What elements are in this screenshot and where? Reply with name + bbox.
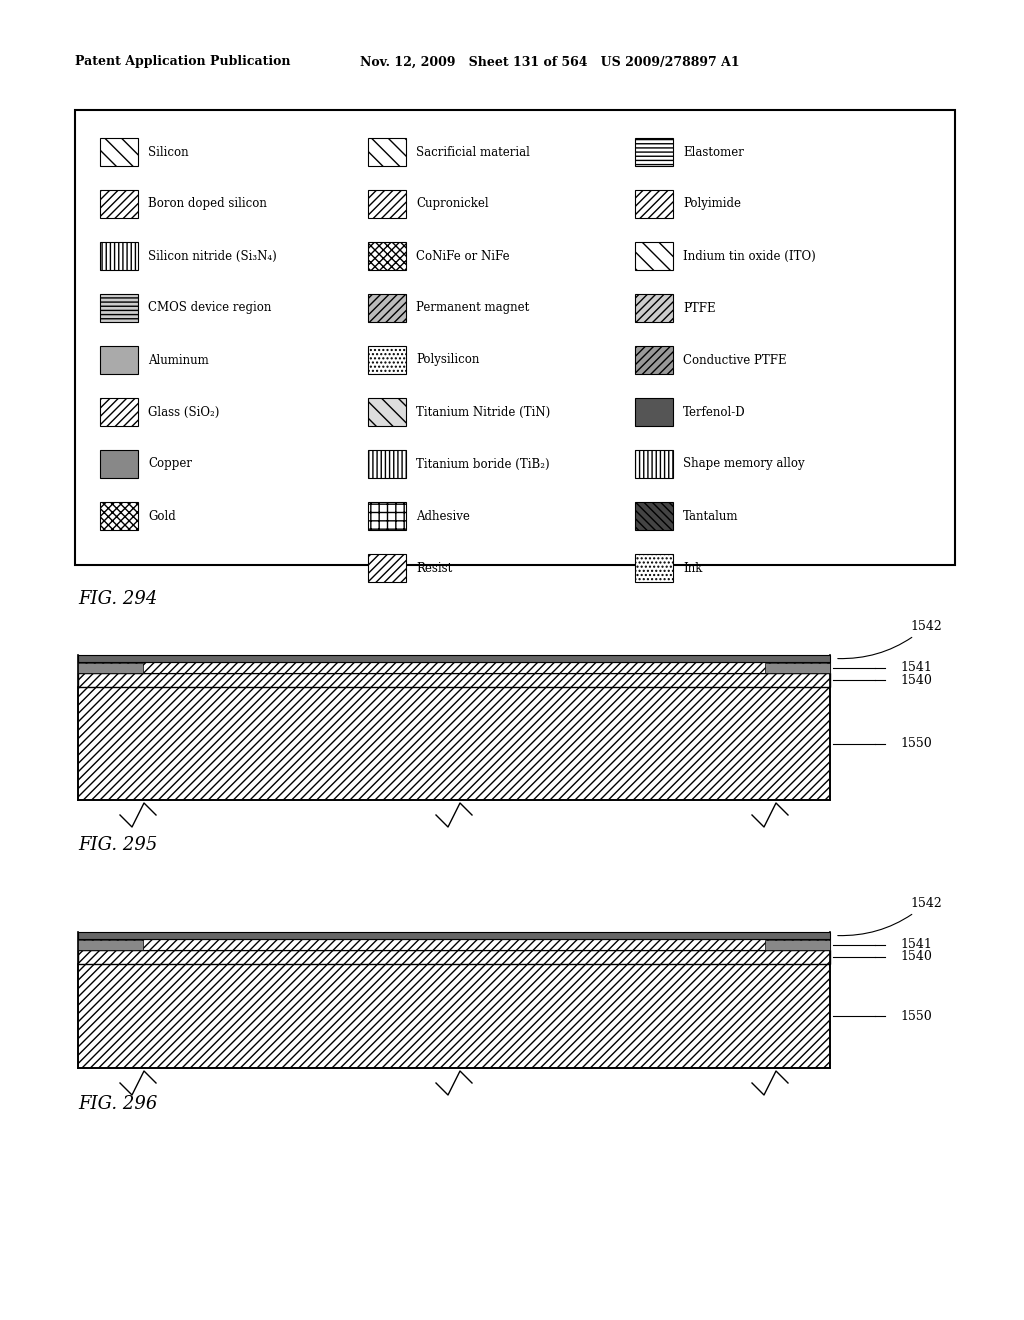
Bar xyxy=(368,554,406,582)
Text: 1542: 1542 xyxy=(838,620,942,659)
Text: Ink: Ink xyxy=(683,561,702,574)
Text: 1541: 1541 xyxy=(900,661,932,675)
Bar xyxy=(100,139,138,166)
Bar xyxy=(635,242,673,271)
Text: Adhesive: Adhesive xyxy=(416,510,470,523)
Text: FIG. 294: FIG. 294 xyxy=(78,590,158,609)
Text: Boron doped silicon: Boron doped silicon xyxy=(148,198,267,210)
Text: Shape memory alloy: Shape memory alloy xyxy=(683,458,805,470)
Text: 1540: 1540 xyxy=(900,950,932,964)
Text: FIG. 295: FIG. 295 xyxy=(78,836,158,854)
Text: Indium tin oxide (ITO): Indium tin oxide (ITO) xyxy=(683,249,816,263)
Bar xyxy=(368,294,406,322)
Bar xyxy=(635,190,673,218)
Bar xyxy=(78,673,830,686)
Bar xyxy=(635,502,673,531)
Text: Silicon: Silicon xyxy=(148,145,188,158)
Text: Titanium Nitride (TiN): Titanium Nitride (TiN) xyxy=(416,405,550,418)
Bar xyxy=(635,294,673,322)
Text: 1550: 1550 xyxy=(900,737,932,750)
Bar xyxy=(100,346,138,374)
Bar xyxy=(100,399,138,426)
Text: Patent Application Publication: Patent Application Publication xyxy=(75,55,291,69)
Bar xyxy=(75,110,955,565)
Text: 1541: 1541 xyxy=(900,939,932,950)
Bar xyxy=(635,399,673,426)
Bar xyxy=(368,502,406,531)
Text: Cupronickel: Cupronickel xyxy=(416,198,488,210)
Bar xyxy=(368,346,406,374)
Bar xyxy=(78,655,830,663)
Text: 1540: 1540 xyxy=(900,673,932,686)
Bar xyxy=(100,294,138,322)
Bar xyxy=(100,242,138,271)
Text: Resist: Resist xyxy=(416,561,453,574)
Text: 1542: 1542 xyxy=(838,898,942,936)
Bar xyxy=(635,346,673,374)
Text: Terfenol-D: Terfenol-D xyxy=(683,405,745,418)
Text: Tantalum: Tantalum xyxy=(683,510,738,523)
Bar xyxy=(100,502,138,531)
Text: FIG. 296: FIG. 296 xyxy=(78,1096,158,1113)
Bar xyxy=(765,663,830,673)
Text: Copper: Copper xyxy=(148,458,193,470)
Bar xyxy=(368,450,406,478)
Bar xyxy=(368,242,406,271)
Text: Sacrificial material: Sacrificial material xyxy=(416,145,529,158)
Bar xyxy=(635,554,673,582)
Bar xyxy=(78,932,830,939)
Text: PTFE: PTFE xyxy=(683,301,716,314)
Bar xyxy=(78,964,830,1068)
Bar xyxy=(368,139,406,166)
Text: 1550: 1550 xyxy=(900,1010,932,1023)
Bar xyxy=(635,450,673,478)
Bar xyxy=(635,139,673,166)
Bar xyxy=(78,940,143,950)
Bar xyxy=(78,663,830,673)
Text: Polyimide: Polyimide xyxy=(683,198,741,210)
Bar xyxy=(100,190,138,218)
Text: Aluminum: Aluminum xyxy=(148,354,209,367)
Text: Gold: Gold xyxy=(148,510,176,523)
Text: Titanium boride (TiB₂): Titanium boride (TiB₂) xyxy=(416,458,550,470)
Text: CMOS device region: CMOS device region xyxy=(148,301,271,314)
Bar xyxy=(368,399,406,426)
Text: Polysilicon: Polysilicon xyxy=(416,354,479,367)
Text: Elastomer: Elastomer xyxy=(683,145,743,158)
Bar xyxy=(78,663,143,673)
Text: Conductive PTFE: Conductive PTFE xyxy=(683,354,786,367)
Text: Permanent magnet: Permanent magnet xyxy=(416,301,529,314)
Bar xyxy=(78,950,830,964)
Text: Silicon nitride (Si₃N₄): Silicon nitride (Si₃N₄) xyxy=(148,249,276,263)
Text: CoNiFe or NiFe: CoNiFe or NiFe xyxy=(416,249,510,263)
Bar xyxy=(368,190,406,218)
Bar xyxy=(78,686,830,800)
Bar xyxy=(100,450,138,478)
Text: Glass (SiO₂): Glass (SiO₂) xyxy=(148,405,219,418)
Text: Nov. 12, 2009   Sheet 131 of 564   US 2009/278897 A1: Nov. 12, 2009 Sheet 131 of 564 US 2009/2… xyxy=(360,55,739,69)
Bar xyxy=(765,940,830,950)
Bar xyxy=(78,939,830,950)
